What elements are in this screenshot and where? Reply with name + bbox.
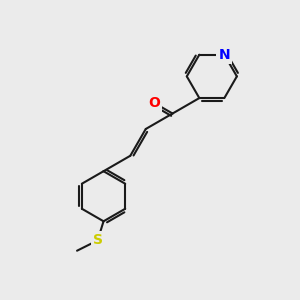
Text: N: N — [218, 48, 230, 62]
Text: S: S — [93, 233, 103, 248]
Text: O: O — [148, 96, 160, 110]
